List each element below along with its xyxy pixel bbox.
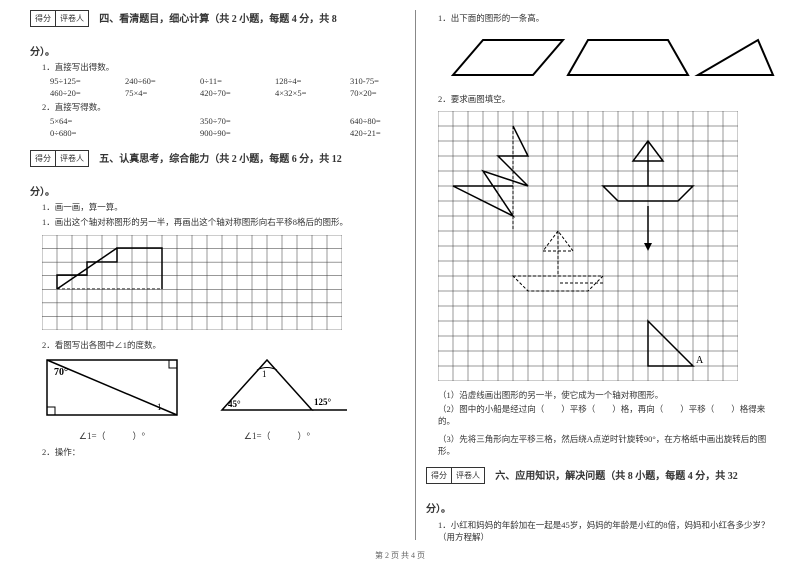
r-q2: （2）图中的小船是经过向（ ）平移（ ）格，再向（ ）平移（ ）格得来的。 xyxy=(438,403,778,427)
r-q3: （3）先将三角形向左平移三格，然后绕A点逆时针旋转90°，在方格纸中画出旋转后的… xyxy=(438,433,778,457)
s6-q1: 1．小红和妈妈的年龄加在一起是45岁，妈妈的年龄是小红的8倍，妈妈和小红各多少岁… xyxy=(438,519,778,543)
shapes-row xyxy=(438,30,778,85)
calc-item: 240÷60= xyxy=(125,76,180,86)
section4-title-end: 分）。 xyxy=(30,47,55,58)
calc-item: 95÷125= xyxy=(50,76,105,86)
calc-item: 0÷680= xyxy=(50,128,105,138)
angle-1b: 1 xyxy=(262,369,267,379)
r-sub2: 2．要求画图填空。 xyxy=(438,93,778,105)
grader-label: 评卷人 xyxy=(56,11,88,26)
calc-item: 900÷90= xyxy=(200,128,255,138)
s5-sub2: 2．看图写出各图中∠1的度数。 xyxy=(42,339,405,351)
s5-sub3: 2．操作： xyxy=(42,446,405,458)
angle-1: 1 xyxy=(157,402,162,412)
grader-label: 评卷人 xyxy=(452,468,484,483)
label-A: A xyxy=(696,355,704,366)
section5-title-end: 分）。 xyxy=(30,187,55,198)
section6-title: 六、应用知识，解决问题（共 8 小题，每题 4 分，共 32 xyxy=(495,471,738,482)
calc-row: 5×64= 350÷70= 640÷80= xyxy=(50,116,405,126)
page-footer: 第 2 页 共 4 页 xyxy=(0,550,800,561)
section4-title: 四、看清题目，细心计算（共 2 小题，每题 4 分，共 8 xyxy=(99,14,337,25)
score-label: 得分 xyxy=(31,11,56,26)
calc-item xyxy=(275,128,330,138)
calc-row: 0÷680= 900÷90= 420÷21= xyxy=(50,128,405,138)
score-box: 得分 评卷人 xyxy=(30,150,89,167)
right-column: 1．出下面的图形的一条高。 2．要求画图填空。 xyxy=(416,10,778,540)
calc-item: 128÷4= xyxy=(275,76,330,86)
calc-item: 5×64= xyxy=(50,116,105,126)
angle-label-2: ∠1=（ ）° xyxy=(202,429,352,442)
left-column: 得分 评卷人 四、看清题目，细心计算（共 2 小题，每题 4 分，共 8 分）。… xyxy=(30,10,416,540)
calc-item: 0÷11= xyxy=(200,76,255,86)
score-label: 得分 xyxy=(31,151,56,166)
section6-title-end: 分）。 xyxy=(426,504,451,515)
calc-row: 95÷125= 240÷60= 0÷11= 128÷4= 310-75= xyxy=(50,76,405,86)
calc-item xyxy=(275,116,330,126)
large-grid: A xyxy=(438,111,738,381)
calc-item xyxy=(125,116,180,126)
sub1-label: 1．直接写出得数。 xyxy=(42,61,405,73)
s5-sub1a: 1．画出这个轴对称图形的另一半，再画出这个轴对称图形向右平移8格后的图形。 xyxy=(42,216,405,228)
angle-figure-1: 70° 1 ∠1=（ ）° xyxy=(42,355,182,442)
grader-label: 评卷人 xyxy=(56,151,88,166)
calc-item: 350÷70= xyxy=(200,116,255,126)
sub2-label: 2．直接写得数。 xyxy=(42,101,405,113)
r-sub1: 1．出下面的图形的一条高。 xyxy=(438,12,778,24)
angle-label-1: ∠1=（ ）° xyxy=(42,429,182,442)
calc-item: 70×20= xyxy=(350,88,405,98)
calc-item: 640÷80= xyxy=(350,116,405,126)
angle-125: 125° xyxy=(314,397,332,407)
section5-title: 五、认真思考，综合能力（共 2 小题，每题 6 分，共 12 xyxy=(99,154,342,165)
score-label: 得分 xyxy=(427,468,452,483)
r-q1: （1）沿虚线画出图形的另一半，使它成为一个轴对称图形。 xyxy=(438,389,778,401)
calc-row: 460÷20= 75×4= 420÷70= 4×32×5= 70×20= xyxy=(50,88,405,98)
symmetry-grid xyxy=(42,235,342,330)
angle-45: 45° xyxy=(228,399,241,409)
score-box: 得分 评卷人 xyxy=(426,467,485,484)
angle-figure-2: 1 45° 125° ∠1=（ ）° xyxy=(202,355,352,442)
calc-item: 460÷20= xyxy=(50,88,105,98)
calc-item: 75×4= xyxy=(125,88,180,98)
calc-item: 420÷70= xyxy=(200,88,255,98)
angle-70: 70° xyxy=(54,367,68,378)
calc-item: 420÷21= xyxy=(350,128,405,138)
s5-sub1: 1．画一画，算一算。 xyxy=(42,201,405,213)
calc-item xyxy=(125,128,180,138)
calc-item: 310-75= xyxy=(350,76,405,86)
calc-item: 4×32×5= xyxy=(275,88,330,98)
score-box: 得分 评卷人 xyxy=(30,10,89,27)
